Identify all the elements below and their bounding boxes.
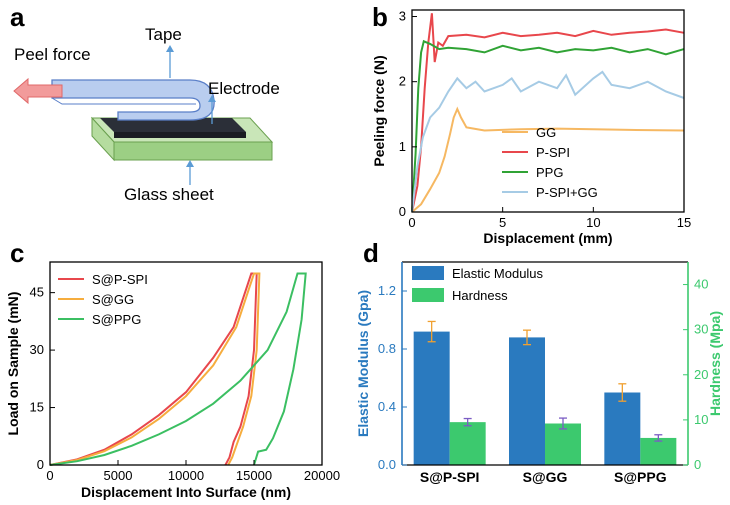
bar-hardness — [545, 423, 581, 465]
series-line-p-spi — [411, 13, 685, 213]
y2-axis-label: Hardness (Mpa) — [707, 311, 723, 416]
bar-hardness — [640, 437, 677, 465]
y-axis-label: Load on Sample (mN) — [5, 292, 21, 436]
legend-swatch — [412, 266, 444, 280]
y2-tick-label: 10 — [694, 412, 708, 427]
bar-hardness — [449, 422, 486, 465]
y-tick-label: 30 — [30, 342, 44, 357]
tape-pointer-head — [166, 45, 174, 52]
series-line-p-spi+gg — [411, 70, 685, 213]
panel-d: d S@P-SPI S@GG S@PPG 0.0 0.4 0.8 1.2 0 10 20 30 40 E… — [355, 238, 723, 485]
legend-label: Hardness — [452, 288, 508, 303]
y2-tick-label: 40 — [694, 277, 708, 292]
panel-label-d: d — [363, 238, 379, 268]
panel-label-a: a — [10, 2, 25, 32]
panel-c: c 0 5000 10000 15000 20000 0 15 30 45 Displacemen… — [5, 238, 340, 500]
category-label: S@PPG — [614, 469, 667, 485]
x-tick-label: 20000 — [304, 468, 340, 483]
y-tick-label: 15 — [30, 400, 44, 415]
series-line-s-gg — [49, 272, 261, 466]
bar-elastic-modulus — [413, 331, 450, 465]
peel-force-arrow — [13, 77, 63, 105]
y-axis-label: Peeling force (N) — [371, 55, 387, 166]
x-tick-label: 15 — [677, 215, 691, 230]
legend-label: S@PPG — [92, 312, 141, 327]
electrode-shape — [100, 118, 246, 138]
electrode-pointer-head — [208, 95, 216, 102]
series-line-ppg — [411, 39, 685, 213]
legend-label: S@P-SPI — [92, 272, 148, 287]
bar-elastic-modulus — [509, 337, 545, 465]
legend-label: P-SPI+GG — [536, 185, 598, 200]
glass-pointer-head — [186, 160, 194, 167]
legend-label: PPG — [536, 165, 563, 180]
x-tick-label: 5000 — [104, 468, 133, 483]
y-tick-label: 3 — [399, 9, 406, 24]
y-tick-label: 45 — [30, 285, 44, 300]
x-tick-label: 0 — [408, 215, 415, 230]
legend-label: Elastic Modulus — [452, 266, 544, 281]
panel-label-c: c — [10, 238, 24, 268]
series-line-s-p-spi — [49, 272, 258, 466]
modulus-hardness-chart: S@P-SPI S@GG S@PPG 0.0 0.4 0.8 1.2 0 10 20 30 40 Ela… — [355, 261, 723, 485]
panel-b: b 0 5 10 15 0 1 2 3 Displacement (mm) Peeling for… — [371, 2, 691, 246]
load-displacement-chart: 0 5000 10000 15000 20000 0 15 30 45 Displacement … — [5, 261, 340, 500]
tape-shape — [51, 79, 215, 121]
peeling-force-chart: 0 5 10 15 0 1 2 3 Displacement (mm) Peeling force… — [371, 9, 691, 246]
glass-sheet-label: Glass sheet — [124, 185, 214, 204]
legend-swatch — [412, 288, 444, 302]
x-tick-label: 0 — [46, 468, 53, 483]
y-tick-label: 0 — [37, 457, 44, 472]
peel-force-label: Peel force — [14, 45, 91, 64]
panel-a: a Peel force Tape Electrode Glass sheet — [10, 2, 280, 204]
category-label: S@GG — [523, 469, 568, 485]
y2-tick-label: 0 — [694, 457, 701, 472]
series-line-s-ppg — [49, 272, 307, 466]
tape-label: Tape — [145, 25, 182, 44]
x-tick-label: 5 — [499, 215, 506, 230]
y-tick-label: 1 — [399, 139, 406, 154]
y-tick-label: 2 — [399, 74, 406, 89]
y-tick-label: 0.4 — [378, 399, 396, 414]
plot-frame — [411, 9, 685, 213]
x-tick-label: 10 — [586, 215, 600, 230]
y-tick-label: 0.8 — [378, 341, 396, 356]
series-line-gg — [411, 106, 685, 213]
y-tick-label: 0 — [399, 204, 406, 219]
y2-tick-label: 20 — [694, 367, 708, 382]
legend-label: P-SPI — [536, 145, 570, 160]
plot-frame — [49, 261, 323, 466]
x-tick-label: 10000 — [168, 468, 204, 483]
electrode-label: Electrode — [208, 79, 280, 98]
x-axis-label: Displacement (mm) — [483, 230, 612, 246]
y-tick-label: 1.2 — [378, 283, 396, 298]
bar-elastic-modulus — [604, 392, 641, 465]
legend-label: GG — [536, 125, 556, 140]
x-axis-label: Displacement Into Surface (nm) — [81, 484, 291, 500]
x-tick-label: 15000 — [236, 468, 272, 483]
legend-label: S@GG — [92, 292, 134, 307]
panel-label-b: b — [372, 2, 388, 32]
y2-tick-label: 30 — [694, 322, 708, 337]
category-label: S@P-SPI — [420, 469, 480, 485]
y-tick-label: 0.0 — [378, 457, 396, 472]
y-axis-label: Elastic Modulus (Gpa) — [355, 290, 371, 437]
